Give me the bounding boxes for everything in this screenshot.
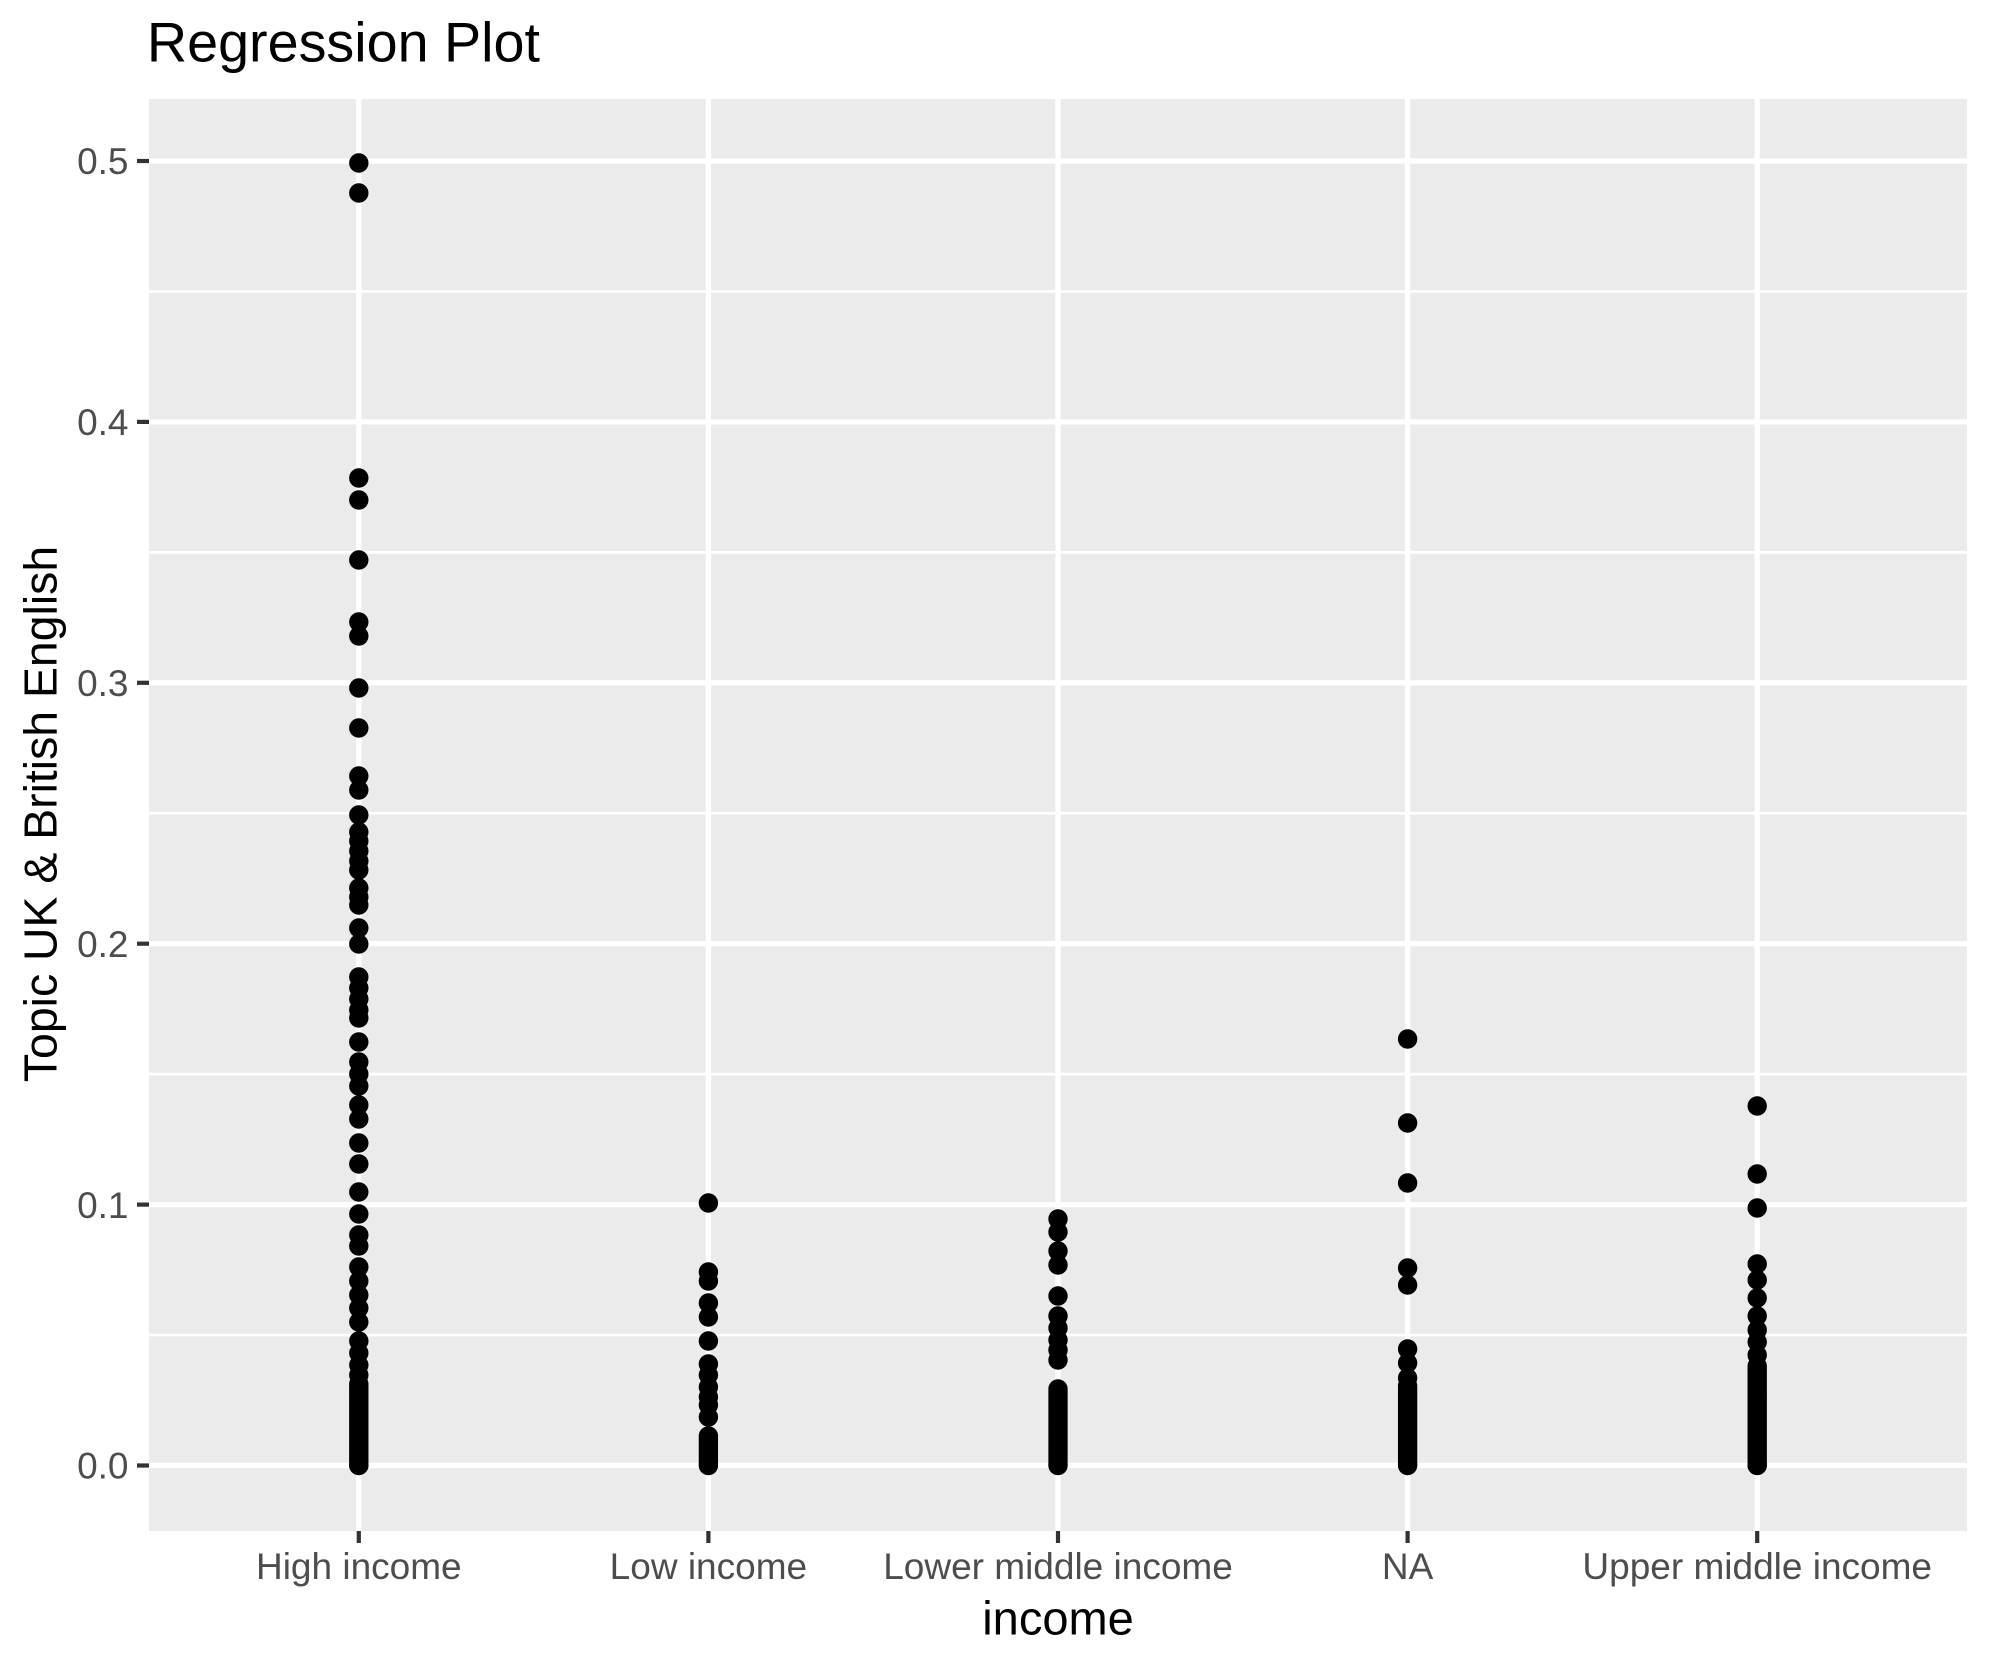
svg-text:0.5: 0.5 [77, 141, 128, 182]
svg-text:0.2: 0.2 [77, 924, 128, 965]
svg-text:0.1: 0.1 [77, 1185, 128, 1226]
svg-text:0.3: 0.3 [77, 663, 128, 704]
svg-text:Upper middle income: Upper middle income [1582, 1546, 1932, 1587]
svg-text:income: income [982, 1592, 1134, 1645]
svg-text:Lower middle income: Lower middle income [883, 1546, 1233, 1587]
svg-text:NA: NA [1382, 1546, 1434, 1587]
svg-text:Topic UK & British English: Topic UK & British English [15, 546, 67, 1082]
svg-text:0.0: 0.0 [77, 1446, 128, 1487]
svg-text:Regression Plot: Regression Plot [147, 12, 541, 74]
svg-text:0.4: 0.4 [77, 402, 128, 443]
svg-text:Low income: Low income [610, 1546, 807, 1587]
svg-text:High income: High income [256, 1546, 462, 1587]
